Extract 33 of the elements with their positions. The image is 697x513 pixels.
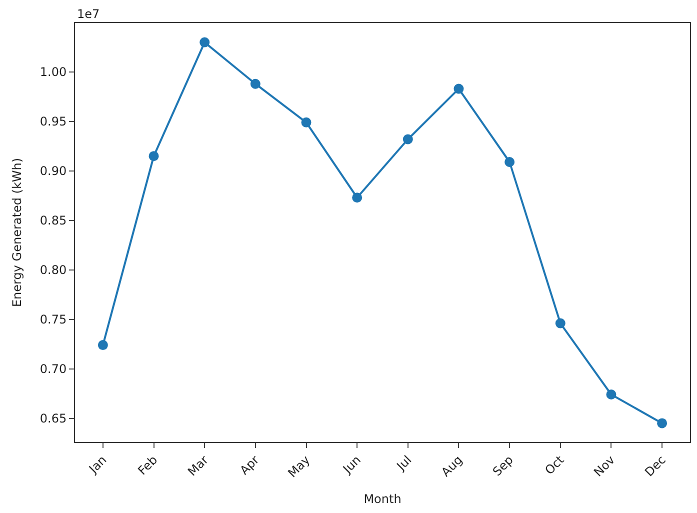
x-tick-label: Jul bbox=[393, 452, 414, 474]
y-tick-label: 0.70 bbox=[40, 362, 67, 376]
y-tick-label: 0.95 bbox=[40, 114, 67, 129]
point bbox=[402, 134, 413, 144]
x-tick-label: Nov bbox=[591, 452, 618, 480]
point bbox=[250, 78, 260, 89]
y-tick-label: 0.65 bbox=[40, 411, 67, 426]
y-tick-label: 1.00 bbox=[40, 65, 67, 80]
y-tick-label: 0.80 bbox=[40, 263, 67, 278]
x-tick-label: Jun bbox=[340, 452, 364, 477]
x-tick-label: Jan bbox=[86, 452, 110, 477]
point bbox=[606, 390, 616, 400]
y-tick-label: 0.75 bbox=[40, 312, 67, 327]
point bbox=[657, 418, 668, 428]
x-tick-label: Dec bbox=[642, 452, 668, 480]
x-tick-label: Sep bbox=[490, 452, 516, 479]
y-tick-label: 0.85 bbox=[40, 214, 67, 228]
point bbox=[98, 340, 108, 350]
point bbox=[555, 318, 566, 328]
x-tick-label: Apr bbox=[237, 452, 262, 478]
point bbox=[352, 192, 362, 203]
point bbox=[148, 151, 159, 162]
point bbox=[504, 157, 515, 168]
x-tick-label: Feb bbox=[135, 452, 160, 478]
x-axis-title: Month bbox=[364, 492, 402, 506]
point bbox=[301, 117, 312, 128]
text: 1e7 bbox=[77, 7, 100, 21]
y-tick-label: 0.90 bbox=[40, 164, 67, 178]
point bbox=[454, 84, 464, 94]
point bbox=[200, 37, 210, 48]
y-axis-title: Energy Generated (kWh) bbox=[10, 158, 24, 308]
x-tick-label: Oct bbox=[542, 452, 567, 478]
x-tick-label: Mar bbox=[185, 452, 212, 479]
